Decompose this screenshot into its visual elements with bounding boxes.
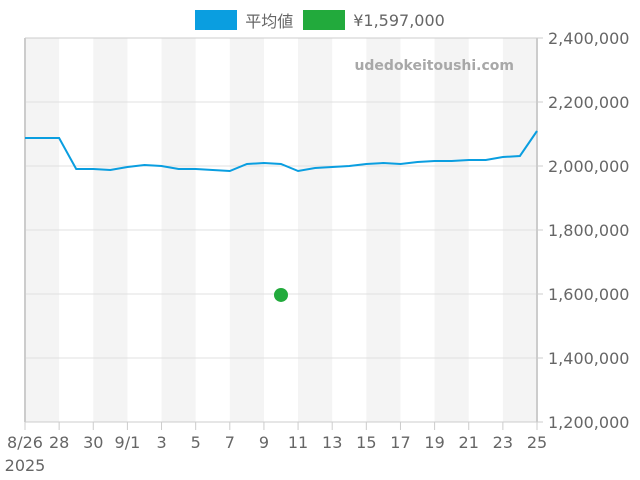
svg-text:13: 13 bbox=[322, 433, 342, 452]
svg-text:28: 28 bbox=[49, 433, 69, 452]
price-point[interactable] bbox=[274, 287, 288, 302]
svg-text:1,200,000: 1,200,000 bbox=[548, 413, 629, 432]
legend-label-price: ¥1,597,000 bbox=[353, 10, 445, 30]
svg-text:7: 7 bbox=[225, 433, 235, 452]
svg-text:19: 19 bbox=[424, 433, 444, 452]
svg-text:11: 11 bbox=[288, 433, 308, 452]
svg-text:2025: 2025 bbox=[5, 456, 46, 475]
svg-text:30: 30 bbox=[83, 433, 103, 452]
svg-text:1,600,000: 1,600,000 bbox=[548, 285, 629, 304]
legend: 平均値 ¥1,597,000 bbox=[0, 8, 640, 32]
svg-text:25: 25 bbox=[527, 433, 547, 452]
legend-item-average[interactable]: 平均値 bbox=[195, 8, 293, 32]
svg-text:1,800,000: 1,800,000 bbox=[548, 221, 629, 240]
svg-text:8/26: 8/26 bbox=[7, 433, 43, 452]
svg-text:2,200,000: 2,200,000 bbox=[548, 93, 629, 112]
svg-text:9/1: 9/1 bbox=[115, 433, 141, 452]
legend-swatch-green bbox=[303, 10, 346, 30]
svg-text:1,400,000: 1,400,000 bbox=[548, 349, 629, 368]
svg-text:23: 23 bbox=[493, 433, 513, 452]
svg-text:3: 3 bbox=[156, 433, 166, 452]
svg-text:15: 15 bbox=[356, 433, 376, 452]
legend-item-price[interactable]: ¥1,597,000 bbox=[303, 10, 445, 30]
average-price-line bbox=[25, 130, 538, 173]
listing-price-points bbox=[274, 287, 288, 302]
x-axis-tick-labels: 8/26 28 30 9/1 3 5 7 9 11 13 15 17 19 21 23 25 2025 bbox=[5, 422, 547, 475]
legend-label-average: 平均値 bbox=[245, 12, 294, 31]
svg-text:2,000,000: 2,000,000 bbox=[548, 157, 629, 176]
svg-text:9: 9 bbox=[259, 433, 269, 452]
svg-text:21: 21 bbox=[459, 433, 479, 452]
y-axis-tick-labels: 1,200,000 1,400,000 1,600,000 1,800,000 2,00… bbox=[537, 29, 629, 432]
svg-text:5: 5 bbox=[191, 433, 201, 452]
svg-text:2,400,000: 2,400,000 bbox=[548, 29, 629, 48]
legend-swatch-blue bbox=[195, 10, 238, 30]
svg-text:17: 17 bbox=[390, 433, 410, 452]
watermark: udedokeitoushi.com bbox=[354, 58, 514, 74]
